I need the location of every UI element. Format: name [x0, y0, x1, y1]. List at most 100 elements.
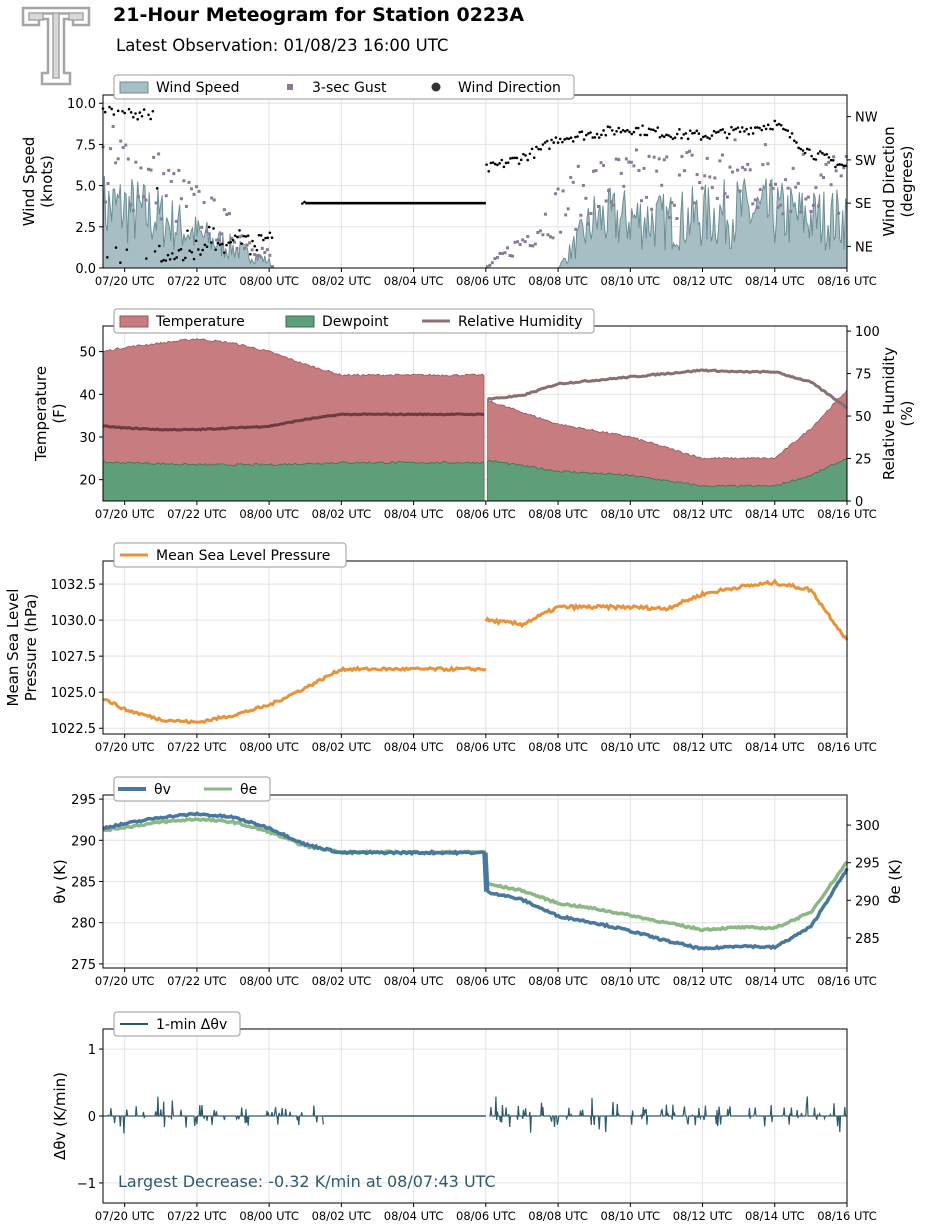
y2-axis-label-line: Wind Direction: [880, 126, 898, 236]
gust-marker: [650, 207, 654, 211]
wind-direction-point: [673, 136, 677, 139]
gust-marker: [776, 205, 780, 209]
pressure-line: [484, 578, 849, 641]
gust-marker: [581, 183, 585, 187]
wind-direction-point: [840, 163, 844, 167]
gust-marker: [574, 227, 578, 231]
gust-marker: [268, 253, 272, 257]
gust-marker: [690, 153, 694, 157]
dtheta-line: [103, 1096, 324, 1134]
y-tick-label: 7.5: [75, 138, 96, 153]
y-axis-label-line: (F): [50, 403, 68, 423]
wind-direction-point: [680, 136, 683, 140]
x-tick-label: 08/10 UTC: [600, 507, 660, 521]
wind-direction-point: [823, 153, 826, 157]
gust-marker: [270, 265, 274, 269]
legend-swatch: [287, 84, 293, 90]
legend-label: Mean Sea Level Pressure: [156, 548, 330, 564]
gust-marker: [695, 173, 699, 177]
x-tick-label: 08/02 UTC: [312, 274, 372, 288]
gust-marker: [533, 242, 537, 246]
wind-direction-point: [231, 238, 235, 242]
legend-label: Wind Direction: [458, 80, 561, 96]
gust-marker: [579, 213, 583, 217]
x-tick-label: 07/22 UTC: [167, 507, 227, 521]
gust-marker: [688, 149, 692, 153]
gust-marker: [518, 243, 522, 247]
wind-direction-point: [771, 128, 774, 131]
x-tick-label: 07/22 UTC: [167, 974, 227, 988]
gust-marker: [758, 188, 762, 192]
gust-marker: [728, 165, 732, 169]
gust-marker: [152, 155, 156, 159]
legend-swatch: [119, 81, 149, 94]
wind-direction-point: [818, 150, 822, 153]
y2-axis-label-line: (degrees): [898, 145, 916, 217]
rh-line: [102, 412, 485, 432]
gust-marker: [700, 186, 704, 190]
wind-direction-point: [838, 163, 842, 166]
wind-direction-point: [730, 125, 733, 129]
gust-marker: [172, 172, 176, 176]
wind-direction-point: [515, 156, 519, 160]
y-axis-label: Mean Sea Level Pressure (hPa): [4, 589, 40, 707]
temperature-area: [102, 338, 485, 502]
wind-direction-point: [199, 253, 202, 256]
y2-axis-label-line: (%): [898, 401, 916, 427]
gust-marker: [725, 195, 729, 199]
wind-direction-point: [509, 157, 512, 160]
gust-marker: [718, 159, 722, 163]
wind-direction-point: [803, 151, 807, 155]
x-tick-label: 07/20 UTC: [95, 740, 155, 754]
panel-pressure: 1022.5 1025.0 1027.5 1030.0 1032.5 07/20 UTC 0…: [4, 542, 877, 754]
x-tick-label: 08/02 UTC: [312, 974, 372, 988]
gust-marker: [538, 229, 542, 233]
gust-marker: [235, 247, 239, 251]
wind-direction-point: [779, 123, 783, 127]
wind-direction-point: [132, 115, 135, 119]
gust-marker: [773, 182, 777, 186]
wind-direction-point: [511, 156, 514, 160]
wind-direction-point: [784, 128, 787, 132]
legend-label: Temperature: [155, 314, 245, 330]
wind-direction-point: [236, 235, 239, 239]
gust-marker: [647, 154, 651, 158]
gust-marker: [559, 230, 563, 234]
gust-marker: [814, 186, 818, 190]
wind-direction-point: [749, 126, 753, 130]
wind-direction-point: [578, 130, 582, 134]
wind-direction-point: [110, 107, 113, 111]
x-tick-label: 08/16 UTC: [817, 1209, 877, 1223]
x-tick-label: 08/16 UTC: [817, 974, 877, 988]
x-tick-label: 08/02 UTC: [312, 507, 372, 521]
wind-direction-point: [777, 122, 781, 126]
panel-thermo: 20 30 40 50 07/20 UTC 07/22 UTC 08/00 UTC 08/02…: [32, 308, 916, 521]
wind-direction-point: [244, 235, 248, 238]
wind-direction-point: [656, 126, 660, 129]
x-tick-label: 08/00 UTC: [239, 974, 299, 988]
panel-theta: 275 280 285 290 295 07/20 UTC 07/22 UTC 08/00 U…: [51, 776, 904, 988]
wind-direction-point: [541, 143, 545, 146]
legend-swatch: [431, 82, 441, 92]
x-tick-label: 08/14 UTC: [745, 1209, 805, 1223]
wind-direction-point: [556, 141, 560, 144]
gust-marker: [111, 124, 115, 128]
wind-direction-point: [251, 239, 254, 243]
wind-direction-point: [786, 129, 790, 132]
x-tick-label: 08/00 UTC: [239, 507, 299, 521]
gust-marker: [116, 157, 120, 161]
gust-marker: [136, 195, 140, 199]
wind-direction-point: [229, 240, 233, 244]
gust-marker: [584, 196, 588, 200]
wind-direction-point: [814, 158, 818, 161]
y-axis-label-line: Pressure (hPa): [22, 594, 40, 702]
wind-direction-point: [658, 135, 662, 139]
y-tick-label: −1: [77, 1177, 96, 1192]
wind-direction-point: [246, 234, 250, 237]
y-tick-label: 280: [71, 917, 96, 932]
gust-marker: [784, 178, 788, 182]
wind-direction-point: [665, 133, 668, 137]
gust-marker: [485, 265, 489, 269]
gust-marker: [816, 204, 820, 208]
